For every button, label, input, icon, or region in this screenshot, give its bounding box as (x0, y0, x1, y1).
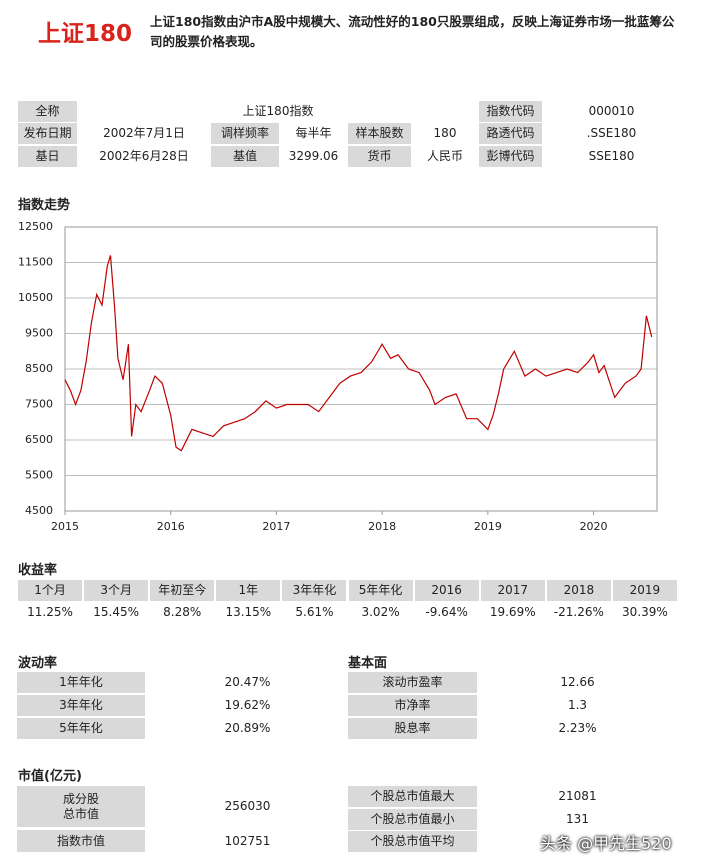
volatility-label: 3年年化 (17, 695, 145, 716)
section-title: 波动率 (18, 656, 58, 671)
market-cap-label: 个股总市值最小 (348, 808, 477, 830)
return-header: 5年年化 (348, 580, 413, 601)
section-title: 收益率 (18, 563, 58, 578)
return-header: 3年年化 (282, 580, 347, 601)
y-tick-label: 11500 (18, 256, 53, 269)
y-tick-label: 12500 (18, 220, 53, 233)
volatility-value: 20.89% (224, 721, 271, 735)
fundamental-value: 2.23% (558, 721, 597, 735)
fundamental-value: 1.3 (567, 698, 588, 712)
return-value: 15.45% (93, 605, 140, 619)
x-tick-label: 2017 (262, 520, 290, 533)
info-value: SSE180 (588, 149, 635, 163)
y-tick-label: 10500 (18, 291, 53, 304)
x-tick-label: 2016 (157, 520, 185, 533)
return-value: 8.28% (163, 605, 202, 619)
fundamental-value: 12.66 (560, 675, 595, 689)
info-value: .SSE180 (586, 126, 637, 140)
watermark: 头条 @甲先生520 (540, 834, 672, 853)
info-value: 2002年7月1日 (103, 126, 185, 140)
info-value: 000010 (588, 104, 635, 118)
return-value: 19.69% (489, 605, 536, 619)
return-value: 11.25% (27, 605, 73, 619)
info-label: 全称 (18, 101, 77, 122)
return-header: 2017 (480, 580, 545, 601)
market-cap-value: 131 (566, 811, 589, 826)
info-label: 货币 (348, 146, 411, 167)
volatility-label: 5年年化 (17, 718, 145, 739)
x-tick-label: 2018 (368, 520, 396, 533)
market-cap-label: 成分股 总市值 (17, 786, 145, 827)
info-label: 发布日期 (18, 123, 77, 144)
section-title: 基本面 (348, 656, 388, 671)
return-header: 年初至今 (150, 580, 215, 601)
return-header: 3个月 (84, 580, 149, 601)
section-title: 指数走势 (18, 198, 71, 213)
info-value: 上证180指数 (242, 104, 314, 118)
y-tick-label: 6500 (25, 433, 53, 446)
y-tick-label: 4500 (25, 504, 53, 517)
return-header: 1个月 (18, 580, 83, 601)
info-label: 路透代码 (479, 123, 542, 144)
y-tick-label: 7500 (25, 398, 53, 411)
return-value: 5.61% (295, 605, 334, 619)
info-label: 调样频率 (211, 123, 279, 144)
description: 上证180指数由沪市A股中规模大、流动性好的180只股票组成，反映上海证券市场一… (150, 14, 675, 49)
market-cap-value: 256030 (224, 799, 271, 813)
fundamental-label: 市净率 (348, 695, 477, 716)
market-cap-value: 21081 (558, 789, 597, 803)
info-label: 基值 (211, 146, 279, 167)
return-value: -9.64% (425, 605, 468, 619)
info-label: 彭博代码 (479, 146, 542, 167)
volatility-label: 1年年化 (17, 672, 145, 693)
return-header: 2018 (546, 580, 611, 601)
market-cap-label: 个股总市值最大 (348, 786, 477, 807)
volatility-value: 20.47% (224, 675, 271, 689)
volatility-value: 19.62% (224, 698, 271, 712)
y-tick-label: 8500 (25, 362, 53, 375)
chart: 4500 5500 6500 7500 8500 9500 10500 11500 12500 2… (18, 220, 658, 533)
fundamental-label: 滚动市盈率 (348, 672, 477, 693)
x-tick-label: 2019 (474, 520, 502, 533)
index-title: 上证180 (38, 21, 133, 47)
info-label: 样本股数 (348, 123, 411, 144)
y-tick-label: 5500 (25, 469, 53, 482)
info-value: 人民币 (426, 149, 463, 163)
info-value: 3299.06 (288, 149, 339, 163)
plot-border (64, 226, 658, 512)
info-label: 指数代码 (479, 101, 542, 122)
return-header: 1年 (216, 580, 281, 601)
info-label: 基日 (18, 146, 77, 167)
info-value: 2002年6月28日 (99, 149, 189, 163)
return-header: 2019 (612, 580, 677, 601)
index-line (64, 255, 653, 452)
info-value: 180 (433, 126, 457, 140)
info-value: 每半年 (295, 126, 332, 140)
return-value: 13.15% (225, 605, 272, 619)
x-tick-label: 2020 (580, 520, 608, 533)
market-cap-value: 102751 (224, 833, 271, 848)
return-header: 2016 (414, 580, 479, 601)
fundamental-label: 股息率 (348, 718, 477, 739)
market-cap-label: 个股总市值平均 (348, 831, 477, 852)
y-tick-label: 9500 (25, 327, 53, 340)
return-value: 3.02% (361, 605, 400, 619)
return-value: 30.39% (622, 605, 668, 619)
return-value: -21.26% (553, 605, 604, 619)
section-title: 市值(亿元) (18, 769, 82, 784)
x-tick-label: 2015 (51, 520, 79, 533)
market-cap-label: 指数市值 (17, 830, 145, 852)
